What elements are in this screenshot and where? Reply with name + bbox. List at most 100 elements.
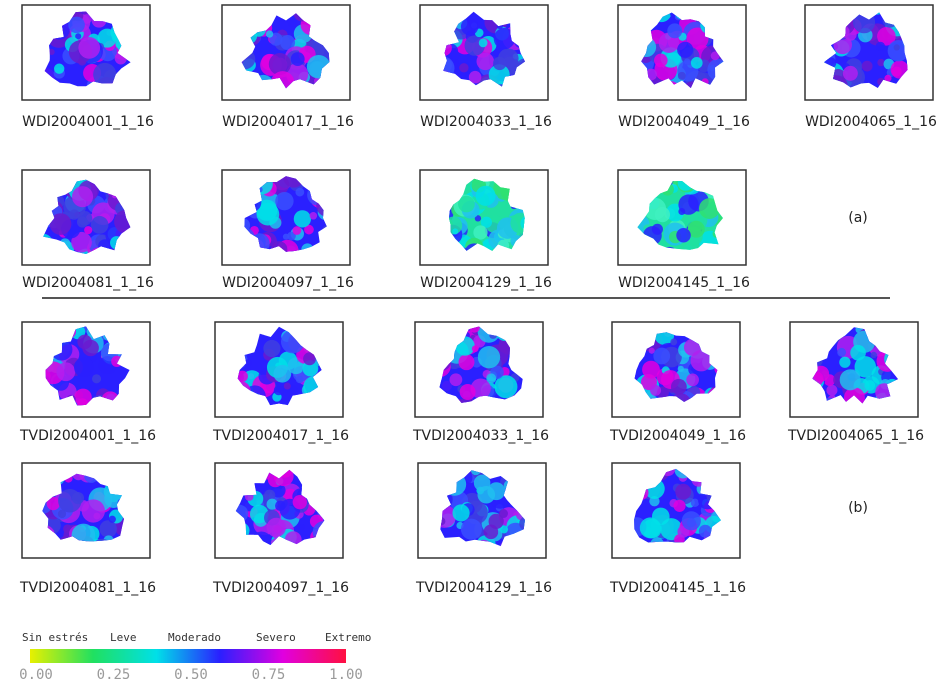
map-patch [293,210,312,228]
map-patch [451,51,460,60]
legend-class: Leve [110,631,137,644]
map-patch [76,216,89,228]
map-patch [877,26,896,46]
map-patch [670,378,687,395]
map-patch [46,496,61,511]
map-patch [854,356,877,378]
map-patch [473,225,488,240]
map-patch [273,385,284,396]
map-patch [654,53,668,68]
map-patch [673,499,686,512]
map-patch [483,524,499,540]
map-patch [269,32,283,46]
map-patch [440,504,457,528]
map-patch [287,231,296,241]
map-patch [887,40,908,62]
map-patch [475,185,496,206]
map-patch [290,52,305,67]
map-patch [458,354,475,371]
legend-tick: 1.00 [329,667,363,683]
map-patch [68,16,85,34]
map-patch [690,56,703,69]
map-patch [686,517,697,528]
map-patch [99,520,117,538]
image-label: WDI2004097_1_16 [222,275,354,291]
image-label: TVDI2004129_1_16 [415,580,552,596]
map-patch [90,216,109,234]
legend-tick: 0.00 [19,667,53,683]
map-patch [686,373,699,387]
map-patch [268,52,291,76]
colorbar [30,649,346,663]
map-patch [676,228,691,243]
panel-label: (a) [848,210,868,226]
map-patch [677,71,686,80]
map-patch [273,364,292,383]
map-patch [667,23,683,39]
image-label: TVDI2004049_1_16 [609,428,746,444]
map-patch [265,30,274,38]
map-patch [893,44,900,51]
map-patch [295,187,305,197]
map-patch [287,17,298,28]
map-patch [654,332,675,345]
map-patch [304,224,314,235]
map-patch [93,62,117,87]
map-patch [877,58,885,67]
map-patch [480,216,493,228]
map-patch [698,198,720,219]
map-patch [470,470,482,476]
map-patch [459,384,476,401]
map-patch [77,334,92,350]
image-label: TVDI2004081_1_16 [19,580,156,596]
map-patch [477,346,501,369]
image-label: WDI2004049_1_16 [618,114,750,130]
map-patch [263,489,276,501]
map-patch [298,523,306,531]
map-patch [839,369,861,391]
map-patch [654,207,671,223]
map-patch [639,517,661,539]
legend-class: Moderado [168,631,221,644]
image-label: TVDI2004033_1_16 [412,428,549,444]
legend-tick: 0.75 [252,667,286,683]
map-patch [470,378,491,399]
map-patch [642,360,660,379]
map-patch [653,347,671,365]
map-patch [875,41,886,52]
map-patch [460,17,479,36]
map-patch [56,362,76,382]
map-patch [71,231,92,253]
image-label: TVDI2004017_1_16 [212,428,349,444]
image-label: WDI2004017_1_16 [222,114,354,130]
map-patch [684,58,691,65]
image-label: WDI2004001_1_16 [22,114,154,130]
map-patch [54,63,65,74]
map-patch [826,384,838,396]
map-patch [891,66,902,77]
map-patch [478,38,488,48]
map-patch [861,60,873,72]
map-patch [114,209,131,234]
map-patch [275,500,286,511]
map-patch [660,518,683,541]
map-patch [57,509,67,519]
map-patch [292,494,308,510]
legend-class: Severo [256,631,296,644]
map-patch [686,27,709,50]
map-patch [498,509,508,519]
image-label: WDI2004081_1_16 [22,275,154,291]
legend-tick: 0.25 [97,667,131,683]
map-patch [249,504,269,524]
map-patch [499,525,509,534]
map-patch [493,27,516,50]
map-patch [690,350,712,372]
map-patch [459,63,469,73]
map-patch [650,384,662,396]
legend-class: Sin estrés [22,631,88,644]
map-patch [71,492,85,505]
map-patch [675,483,692,500]
map-patch [71,523,96,542]
map-patch [263,339,281,358]
